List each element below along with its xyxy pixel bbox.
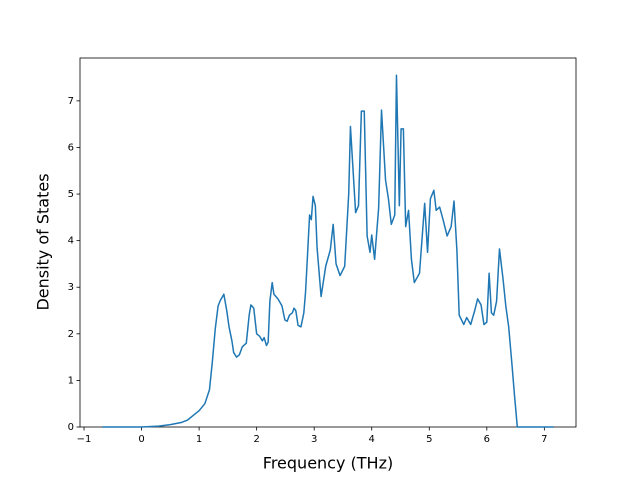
y-tick-label: 6 — [68, 142, 74, 153]
y-tick-label: 4 — [68, 236, 74, 247]
y-tick-label: 1 — [68, 375, 74, 386]
x-tick-label: 0 — [138, 434, 144, 445]
x-tick-label: 5 — [426, 434, 432, 445]
y-tick-label: 3 — [68, 282, 74, 293]
y-tick-label: 2 — [68, 329, 74, 340]
plot-frame — [79, 57, 577, 428]
x-tick-label: 6 — [484, 434, 490, 445]
density-line — [102, 74, 554, 428]
x-tick-label: 3 — [311, 434, 317, 445]
x-tick-label: −1 — [77, 434, 92, 445]
y-axis-label: Density of States — [34, 173, 53, 310]
x-tick-label: 4 — [369, 434, 375, 445]
x-tick-label: 7 — [541, 434, 547, 445]
x-axis-label: Frequency (THz) — [263, 454, 393, 473]
y-tick-label: 7 — [68, 96, 74, 107]
y-tick-label: 5 — [68, 189, 74, 200]
x-tick-label: 1 — [196, 434, 202, 445]
x-tick-label: 2 — [253, 434, 259, 445]
y-tick-label: 0 — [68, 422, 74, 433]
